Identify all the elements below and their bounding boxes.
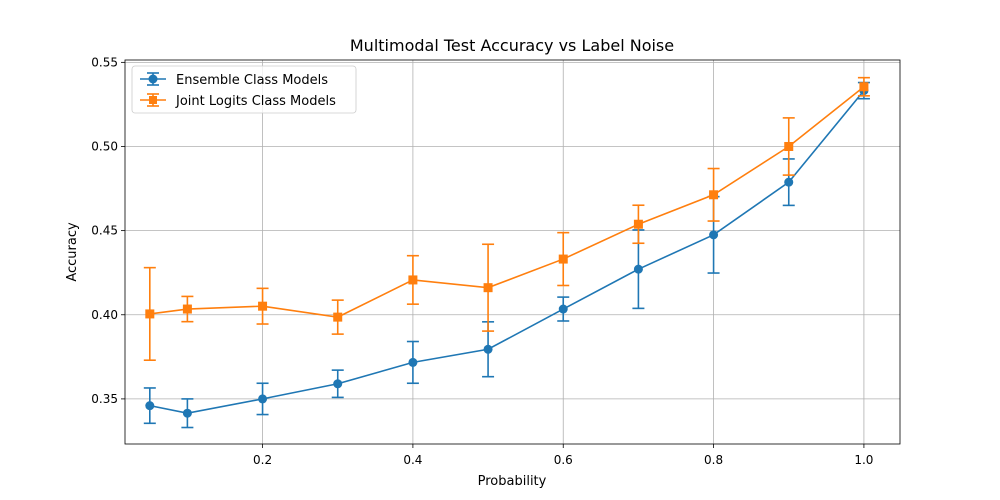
legend-marker-square: [149, 96, 157, 104]
data-point-circle: [558, 304, 568, 314]
data-point-square: [784, 141, 794, 151]
legend-marker-circle: [148, 74, 158, 84]
series-layer: [143, 76, 870, 429]
grid: [125, 60, 900, 444]
series-1: [143, 76, 870, 361]
x-tick-label: 0.6: [554, 453, 573, 467]
x-tick-label: 1.0: [854, 453, 873, 467]
data-point-square: [709, 190, 719, 200]
y-tick-label: 0.55: [91, 55, 118, 69]
data-point-circle: [784, 177, 794, 187]
series-line: [149, 90, 865, 415]
y-tick-label: 0.50: [91, 139, 118, 153]
plot-frame: [124, 59, 901, 445]
y-tick-label: 0.40: [91, 308, 118, 322]
series-line: [149, 86, 865, 318]
legend-box: [131, 65, 357, 114]
data-point-circle: [182, 408, 192, 418]
data-point-square: [408, 275, 418, 285]
series-0: [143, 81, 870, 429]
data-point-square: [558, 254, 568, 264]
data-point-square: [633, 219, 643, 229]
data-point-square: [145, 309, 155, 319]
legend-label-joint: Joint Logits Class Models: [175, 94, 336, 109]
x-axis-label: Probability: [478, 474, 547, 489]
chart-title: Multimodal Test Accuracy vs Label Noise: [350, 36, 674, 55]
data-point-circle: [258, 394, 268, 404]
data-point-circle: [633, 264, 643, 274]
data-point-circle: [709, 230, 719, 240]
data-point-square: [258, 301, 268, 311]
data-point-circle: [483, 344, 493, 354]
x-tick-label: 0.2: [253, 453, 272, 467]
legend: Ensemble Class Models Joint Logits Class…: [131, 65, 357, 114]
y-tick-label: 0.35: [91, 392, 118, 406]
data-point-circle: [408, 357, 418, 367]
legend-item-ensemble: Ensemble Class Models: [140, 72, 328, 88]
y-tick-label: 0.45: [91, 224, 118, 238]
ticks: 0.2 0.4 0.6 0.8 1.0 0.35 0.40 0.45 0.50 0.55: [91, 55, 873, 467]
legend-item-joint: Joint Logits Class Models: [140, 93, 336, 109]
data-point-circle: [145, 401, 155, 411]
y-axis-label: Accuracy: [65, 222, 80, 282]
data-point-square: [182, 304, 192, 314]
data-point-square: [859, 82, 869, 92]
data-point-square: [333, 312, 343, 322]
data-point-square: [483, 283, 493, 293]
legend-label-ensemble: Ensemble Class Models: [176, 73, 328, 88]
data-point-circle: [333, 379, 343, 389]
x-tick-label: 0.8: [704, 453, 723, 467]
x-tick-label: 0.4: [403, 453, 422, 467]
